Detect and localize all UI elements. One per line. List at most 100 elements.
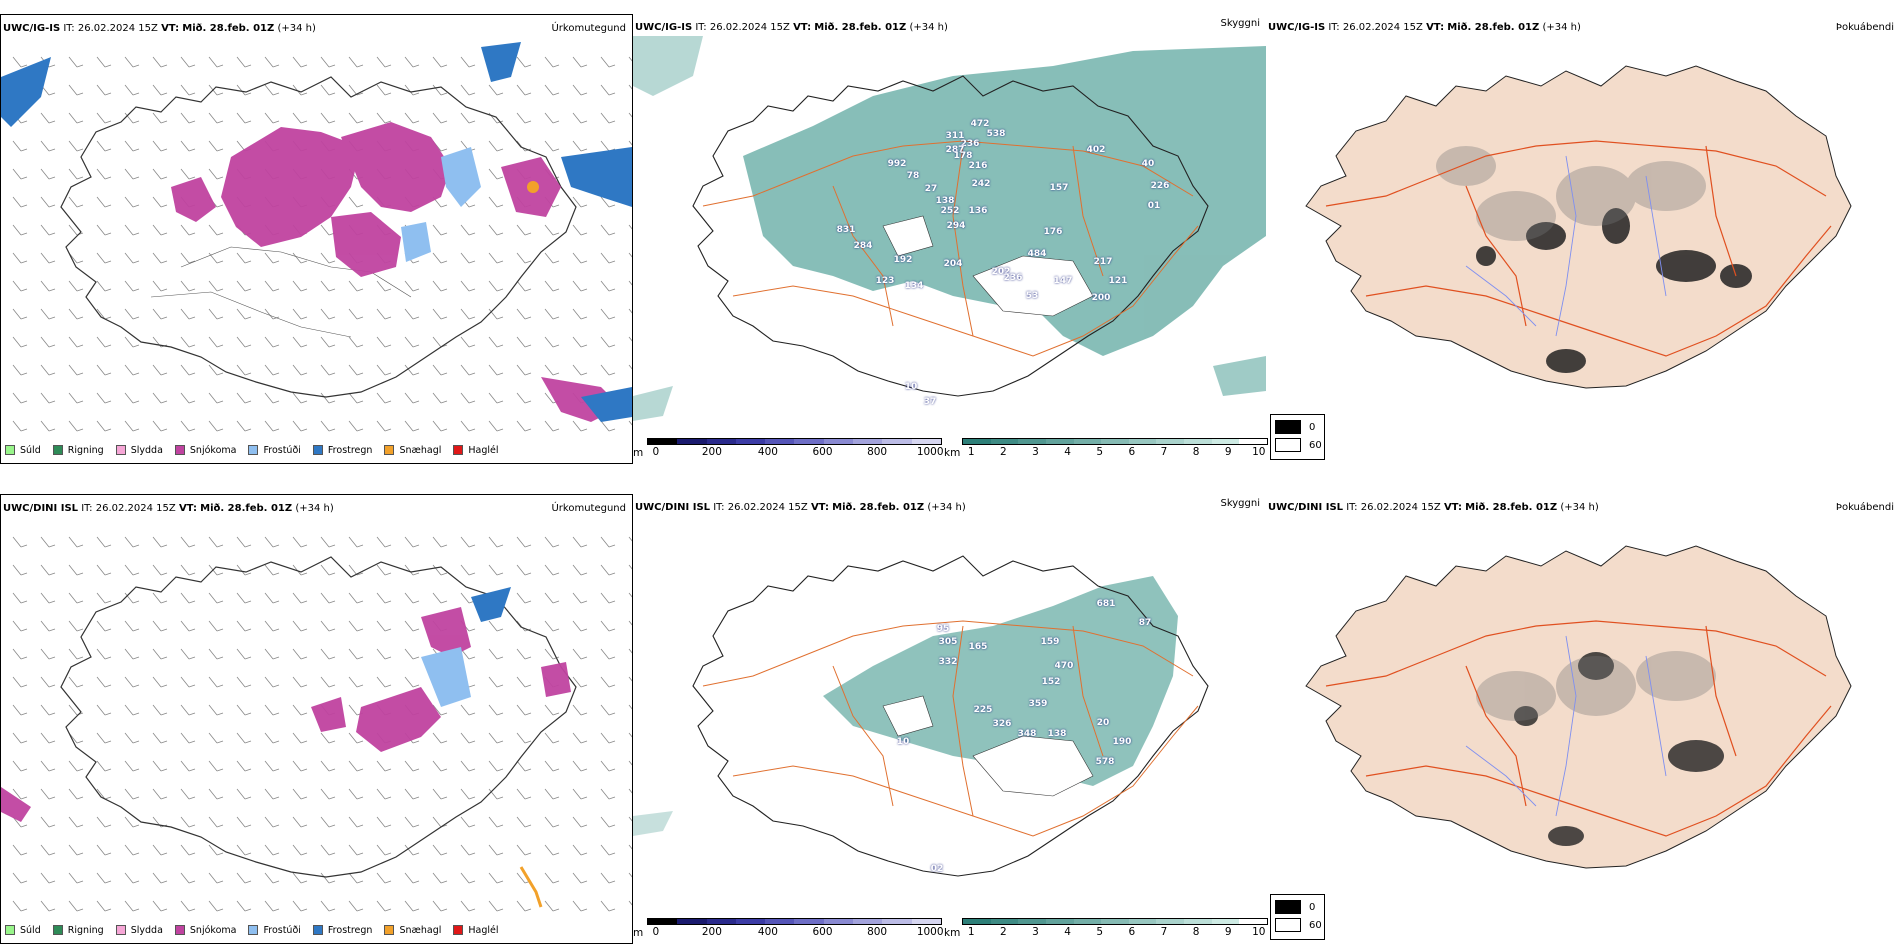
- visibility-map-dini: [633, 555, 1209, 877]
- snow-areas: [1, 607, 571, 822]
- visibility-label: 402: [1086, 145, 1106, 155]
- legend-item: Haglél: [453, 923, 499, 937]
- wind-barbs: [12, 56, 632, 432]
- it-value: 26.02.2024 15Z: [1360, 502, 1441, 513]
- visibility-label: 10: [904, 382, 918, 392]
- colorbar-cell: [1211, 919, 1240, 924]
- visibility-label: 01: [1147, 201, 1161, 211]
- colorbar-cell: [963, 439, 991, 444]
- colorbar-tick: 8: [1192, 926, 1200, 938]
- fog-legend-item: 0: [1275, 898, 1324, 916]
- field-name: Skyggni: [1220, 18, 1260, 29]
- colorbar-tick: 6: [1128, 926, 1136, 938]
- ceiling-colorbar: 0 200 400 600 800 1000 m: [633, 438, 944, 459]
- visibility-label: 178: [953, 151, 973, 161]
- colorbar-cell: [1073, 919, 1102, 924]
- field-name: Úrkomutegund: [551, 503, 626, 514]
- colorbar-cell: [677, 439, 707, 444]
- iceland-coastline: [692, 555, 1209, 877]
- legend-item: Súld: [5, 923, 41, 937]
- model-name: UWC/IG-IS: [1268, 22, 1326, 33]
- visibility-label: 311: [945, 131, 965, 141]
- road-network: [702, 620, 1199, 837]
- legend-item: Snjókoma: [174, 923, 236, 937]
- legend-item: Snæhagl: [384, 923, 441, 937]
- colorbar-cell: [882, 439, 912, 444]
- visibility-label: 165: [968, 642, 988, 652]
- colorbar-tick: 800: [867, 446, 888, 458]
- colorbar-tick: 3: [1032, 926, 1039, 938]
- legend-item: Slydda: [115, 443, 163, 457]
- fog-map-ig: [1305, 65, 1852, 389]
- colorbar-tick: 6: [1128, 446, 1136, 458]
- legend-swatch: [115, 445, 126, 455]
- colorbar-tick: 4: [1064, 926, 1071, 938]
- lead-time: (+34 h): [1542, 22, 1581, 33]
- lead-time: (+34 h): [909, 22, 948, 33]
- visibility-panel-dini: UWC/DINI ISL IT: 26.02.2024 15Z VT: Mið.…: [633, 494, 1266, 944]
- visibility-label: 992: [887, 159, 907, 169]
- colorbar-cell: [1101, 919, 1129, 924]
- legend-swatch: [115, 925, 126, 935]
- colorbar-tick: 5: [1096, 446, 1104, 458]
- visibility-label: 681: [1096, 599, 1116, 609]
- fog-legend: 0 60: [1270, 894, 1325, 940]
- visibility-label: 305: [938, 637, 958, 647]
- iceland-land: [1305, 65, 1852, 389]
- colorbar-unit: m: [633, 927, 644, 939]
- it-value: 26.02.2024 15Z: [727, 502, 808, 513]
- colorbar-tick: 7: [1160, 446, 1168, 458]
- it-label: IT:: [695, 22, 707, 33]
- it-label: IT:: [63, 23, 75, 34]
- visibility-map-ig: [633, 36, 1266, 421]
- colorbar-tick: 10: [1252, 446, 1266, 458]
- colorbar-cell: [823, 439, 854, 444]
- visibility-label: 190: [1112, 737, 1132, 747]
- visibility-label: 326: [992, 719, 1012, 729]
- colorbar-cell: [706, 439, 736, 444]
- colorbar-tick: 1000: [916, 926, 944, 938]
- visibility-label: 359: [1028, 699, 1048, 709]
- model-name: UWC/DINI ISL: [1268, 502, 1344, 513]
- legend-item: Súld: [5, 443, 41, 457]
- colorbar-tick: 5: [1096, 926, 1104, 938]
- legend-swatch: [248, 445, 259, 455]
- legend-swatch: [312, 925, 323, 935]
- freezing-rain-areas: [471, 587, 511, 622]
- river-network: [1465, 155, 1667, 337]
- legend-swatch: [453, 925, 464, 935]
- colorbar-cell: [677, 919, 707, 924]
- fog-dark-areas: [1476, 208, 1752, 373]
- visibility-label: 204: [943, 259, 963, 269]
- colorbar-unit: km: [944, 927, 961, 939]
- fog-dark-areas: [1514, 652, 1724, 846]
- colorbar-cell: [1073, 439, 1102, 444]
- legend-swatch: [248, 925, 259, 935]
- legend-swatch: [5, 445, 15, 455]
- vt-label: VT:: [178, 503, 197, 514]
- fog-panel-ig: UWC/IG-IS IT: 26.02.2024 15Z VT: Mið. 28…: [1266, 14, 1900, 464]
- legend-item: Frostúði: [248, 923, 301, 937]
- freezing-rain-areas: [1, 42, 632, 422]
- road-network: [702, 140, 1199, 357]
- panel-header: UWC/DINI ISL IT: 26.02.2024 15Z VT: Mið.…: [3, 503, 626, 517]
- visibility-label: 236: [1003, 273, 1023, 283]
- colorbar-cell: [1156, 439, 1185, 444]
- iceland-coastline: [60, 76, 577, 398]
- model-name: UWC/DINI ISL: [635, 502, 711, 513]
- fog-legend-item: 60: [1275, 436, 1324, 454]
- legend-item: Rigning: [52, 443, 104, 457]
- it-value: 26.02.2024 15Z: [95, 503, 176, 514]
- precip-map-ig: [1, 42, 632, 432]
- colorbar-cell: [648, 919, 678, 924]
- legend-swatch: [52, 925, 63, 935]
- panel-header: UWC/DINI ISL IT: 26.02.2024 15Z VT: Mið.…: [1268, 502, 1894, 516]
- legend-swatch: [174, 445, 185, 455]
- visibility-label: 216: [968, 161, 988, 171]
- visibility-label: 236: [960, 139, 980, 149]
- glaciers: [882, 695, 1094, 797]
- colorbar-cell: [735, 919, 766, 924]
- model-name: UWC/IG-IS: [3, 23, 61, 34]
- colorbar-cell: [1018, 919, 1046, 924]
- visibility-label: 484: [1027, 249, 1047, 259]
